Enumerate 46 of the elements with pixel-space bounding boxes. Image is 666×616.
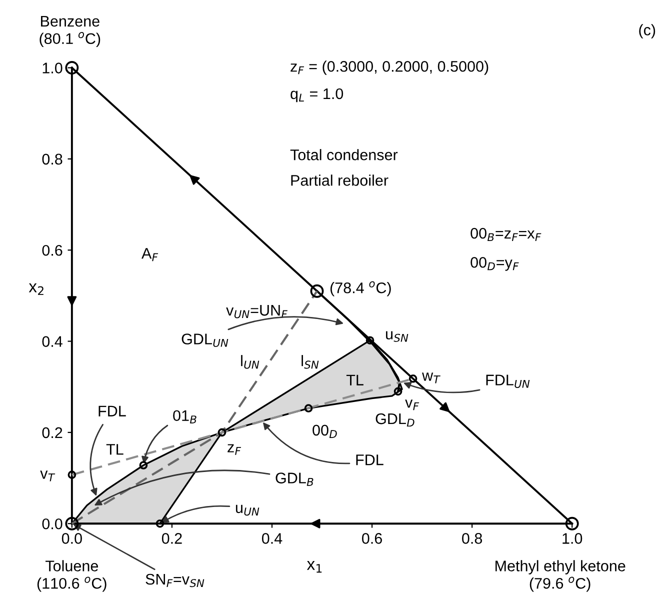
annotation: 00$_{D}$: [312, 424, 337, 438]
annotation: FDL$_{UN}$: [486, 374, 530, 388]
annotation: u$_{UN}$: [236, 504, 260, 516]
x-tick-label: 0.0: [62, 533, 82, 544]
x-tick-label: 0.4: [262, 533, 282, 544]
annotation: Methyl ethyl ketone (79.6 $^{o}$C): [496, 560, 626, 592]
annotation: Toluene (110.6 $^{o}$C): [37, 560, 106, 592]
annotation: w$_{T}$: [422, 372, 440, 384]
annotation: GDL$_{UN}$: [182, 334, 228, 347]
annotation: A$_{F}$: [142, 248, 158, 262]
annotation: v$_{UN}$=UN$_{F}$: [226, 305, 288, 318]
x-tick-label: 0.2: [162, 533, 182, 544]
x-tick-label: 1.0: [562, 533, 582, 544]
y-tick-label: 0.0: [42, 518, 62, 530]
annotation: GDL$_{B}$: [276, 472, 314, 486]
x-tick-label: 0.6: [362, 533, 382, 544]
y-axis-title: x$_{2}$: [28, 283, 44, 295]
y-tick-label: 0.8: [42, 154, 62, 165]
annotation: l$_{UN}$: [241, 355, 260, 369]
annotation: Partial reboiler: [291, 174, 388, 186]
annotation: Total condenser: [290, 149, 398, 160]
annotation: GDL$_{D}$: [376, 413, 414, 427]
annotation: 00$_{B}$=z$_{F}$=x$_{F}$: [470, 228, 542, 242]
annotation: (78.4 $^{o}$C): [330, 281, 391, 296]
annotation: u$_{SN}$: [386, 331, 408, 342]
annotation: 01$_{B}$: [173, 410, 196, 424]
annotation: SN$_{F}$=v$_{SN}$: [146, 574, 204, 588]
annotation: q$_{L}$ = 1.0: [290, 88, 344, 102]
text: Benzene (80.1 $^{o}$C): [40, 16, 100, 48]
annotation: z$_{F}$ = (0.3000, 0.2000, 0.5000): [290, 60, 488, 75]
text: (c): [639, 24, 656, 38]
annotation: TL: [106, 444, 124, 455]
y-tick-label: 1.0: [42, 62, 62, 74]
annotation: l$_{SN}$: [302, 355, 319, 369]
annotation: v$_{T}$: [40, 470, 56, 482]
x-axis-title: x$_{1}$: [306, 561, 322, 573]
y-tick-label: 0.6: [42, 244, 62, 256]
annotation: TL: [346, 374, 364, 386]
y-tick-label: 0.2: [42, 427, 62, 438]
annotation: v$_{F}$: [405, 400, 420, 410]
y-tick-label: 0.4: [42, 336, 62, 347]
annotation: FDL: [98, 406, 126, 416]
annotation: FDL: [356, 454, 384, 466]
annotation: z$_{F}$: [228, 444, 242, 455]
annotation: 00$_{D}$=y$_{F}$: [470, 256, 519, 271]
x-tick-label: 0.8: [462, 533, 482, 544]
